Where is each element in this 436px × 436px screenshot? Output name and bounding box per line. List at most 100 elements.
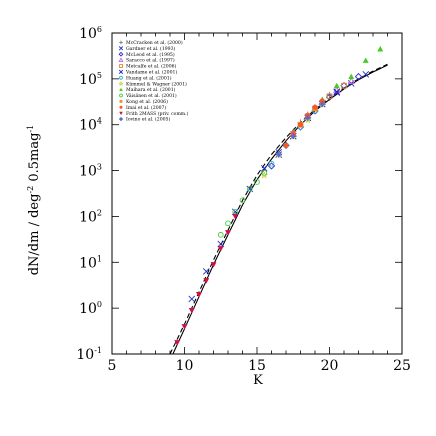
- legend-marker-iovino-et-al-2005: [119, 117, 123, 121]
- y-tick-label-exponent: 6: [97, 25, 102, 34]
- data-point-iovino-et-al-2005: [290, 133, 297, 140]
- legend-marker-vandame-et-al-2001: [118, 69, 124, 75]
- data-point-frith-2mass-priv-comm: [174, 340, 181, 346]
- data-point-v-is-nen-et-al-2001: [254, 179, 260, 185]
- legend-label: Imai et al. (2007): [126, 104, 166, 111]
- legend-marker-imai-et-al-2007: [119, 105, 123, 109]
- data-point-k-mmel-wagner-2001: [304, 116, 312, 124]
- legend-marker-huang-et-al-2001: [119, 75, 123, 80]
- y-tick-label-base: 10: [79, 209, 97, 225]
- legend-label: McLeod et al. (1995): [126, 51, 175, 58]
- legend-marker-kong-et-al-2006: [119, 99, 123, 103]
- legend-marker-v-is-nen-et-al-2001: [119, 93, 123, 98]
- data-point-gardner-et-al-1993: [188, 295, 196, 303]
- y-tick-label-exponent: 3: [97, 163, 102, 172]
- y-tick-label-exponent: 1: [97, 254, 102, 263]
- y-tick-label-base: 10: [79, 26, 97, 42]
- x-axis-label: K: [253, 373, 263, 388]
- y-tick-label: 100: [79, 300, 102, 317]
- data-point-v-is-nen-et-al-2001: [261, 170, 268, 176]
- data-point-imai-et-al-2007: [283, 142, 289, 148]
- y-axis-label-main: dN/dm / deg: [27, 194, 42, 276]
- y-axis-label-exp1: -2: [26, 186, 35, 194]
- y-tick-label-exponent: 5: [97, 71, 102, 80]
- data-point-v-is-nen-et-al-2001: [217, 231, 224, 238]
- data-point-imai-et-al-2007: [312, 104, 318, 110]
- y-axis-label-unit: 0.5mag: [27, 133, 42, 186]
- data-point-metcalfe-et-al-2006: [326, 93, 333, 100]
- x-tick-label: 15: [248, 358, 266, 374]
- data-point-vandame-et-al-2001: [333, 88, 341, 96]
- x-tick-label: 5: [108, 358, 117, 374]
- y-tick-label-exponent: 4: [97, 117, 102, 126]
- y-axis-label-exp2: -1: [26, 125, 35, 133]
- y-tick-label: 102: [79, 208, 102, 225]
- y-tick-label: 106: [79, 25, 102, 42]
- data-point-frith-2mass-priv-comm: [188, 308, 195, 314]
- legend-label: Frith 2MASS (priv. comm.): [126, 110, 189, 117]
- legend-label: Kong et al. (2006): [126, 98, 168, 105]
- data-point-gardner-et-al-1993: [362, 70, 370, 78]
- data-point-saracco-et-al-1997: [347, 77, 356, 84]
- data-point-gardner-et-al-1993: [217, 240, 225, 248]
- legend-label: Vandame et al. (2001): [125, 69, 177, 76]
- y-tick-label-base: 10: [76, 347, 94, 363]
- y-tick-label: 105: [79, 71, 102, 88]
- data-point-iovino-et-al-2005: [319, 101, 326, 108]
- y-tick-label-exponent: -1: [94, 346, 102, 355]
- data-point-imai-et-al-2007: [297, 122, 304, 128]
- data-point-v-is-nen-et-al-2001: [225, 220, 231, 227]
- legend-marker-gardner-et-al-1993: [118, 46, 124, 51]
- data-point-frith-2mass-priv-comm: [225, 230, 231, 236]
- model-curve-solid: [172, 64, 388, 355]
- y-tick-label-exponent: 0: [97, 300, 102, 309]
- x-tick-label: 25: [393, 358, 411, 374]
- y-tick-label: 101: [79, 254, 102, 271]
- data-point-v-is-nen-et-al-2001: [239, 197, 246, 204]
- y-axis-label: dN/dm / deg-2 0.5mag-1: [26, 125, 42, 276]
- y-tick-label: 10-1: [76, 346, 102, 363]
- data-point-imai-et-al-2007: [319, 98, 325, 104]
- legend-label: McCracken et al. (2000): [126, 39, 183, 46]
- y-tick-label-exponent: 2: [97, 208, 102, 217]
- x-tick-label: 10: [176, 358, 194, 374]
- model-curve-dashed: [169, 63, 388, 355]
- data-point-frith-2mass-priv-comm: [210, 262, 217, 268]
- legend-marker-mcleod-et-al-1995: [118, 51, 124, 57]
- data-point-maihara-et-al-2001: [348, 73, 355, 79]
- legend-marker-k-mmel-wagner-2001: [118, 80, 124, 86]
- y-tick-label-base: 10: [79, 164, 97, 180]
- x-tick-label: 20: [321, 358, 339, 374]
- y-tick-label-base: 10: [79, 72, 97, 88]
- legend-label: Gardner et al. (1993): [126, 45, 176, 52]
- data-point-maihara-et-al-2001: [377, 46, 384, 52]
- data-point-huang-et-al-2001: [268, 160, 275, 167]
- legend-label: Saracco et al. (1997): [126, 57, 175, 64]
- data-point-gardner-et-al-1993: [202, 268, 210, 275]
- legend-marker-mccracken-et-al-2000: [119, 40, 123, 45]
- data-point-frith-2mass-priv-comm: [217, 246, 224, 252]
- data-point-frith-2mass-priv-comm: [196, 291, 202, 298]
- data-point-maihara-et-al-2001: [362, 57, 369, 63]
- legend-marker-frith-2mass-priv-comm: [119, 111, 123, 115]
- legend-marker-saracco-et-al-1997: [118, 57, 124, 62]
- legend-label: Maihara et al. (2001): [126, 86, 176, 93]
- data-point-frith-2mass-priv-comm: [203, 278, 210, 284]
- legend-label: Väisänen et al. (2001): [125, 92, 177, 99]
- data-point-gardner-et-al-1993: [260, 164, 268, 172]
- data-point-frith-2mass-priv-comm: [181, 324, 188, 330]
- y-tick-label: 103: [79, 163, 102, 180]
- data-point-maihara-et-al-2001: [333, 82, 340, 89]
- y-tick-label-base: 10: [79, 301, 97, 317]
- legend-label: Huang et al. (2001): [126, 74, 172, 81]
- legend-label: Iovino et al. (2005): [126, 116, 170, 123]
- data-point-iovino-et-al-2005: [304, 114, 311, 121]
- legend-label: Kümmel & Wagner (2001): [126, 80, 187, 87]
- data-point-frith-2mass-priv-comm: [232, 214, 239, 220]
- y-tick-label: 104: [79, 117, 102, 134]
- data-point-v-is-nen-et-al-2001: [246, 186, 253, 192]
- legend-marker-maihara-et-al-2001: [119, 87, 123, 92]
- legend-label: Metcalfe et al. (2006): [126, 63, 177, 70]
- data-point-iovino-et-al-2005: [275, 151, 282, 158]
